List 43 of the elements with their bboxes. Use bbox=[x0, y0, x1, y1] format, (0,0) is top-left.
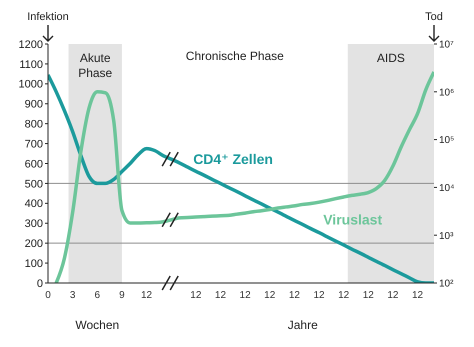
x-tick-label: 12 bbox=[412, 290, 424, 302]
y2-tick-label: 10³ bbox=[439, 230, 454, 242]
y-tick-label: 200 bbox=[24, 238, 43, 250]
y-tick-label: 1000 bbox=[18, 78, 43, 91]
y-tick-label: 400 bbox=[24, 198, 43, 210]
x-tick-label: 12 bbox=[362, 290, 374, 302]
text: Tod bbox=[425, 11, 443, 23]
text: Wochen bbox=[75, 318, 120, 332]
y2-tick-label: 10⁷ bbox=[439, 40, 454, 51]
y-tick-label: 1200 bbox=[18, 38, 43, 51]
x-tick-label: 12 bbox=[387, 290, 399, 302]
y-tick-label: 0 bbox=[36, 278, 43, 290]
x-tick-label: 12 bbox=[313, 290, 326, 302]
x-tick-label: 12 bbox=[190, 290, 202, 302]
y-tick-label: 900 bbox=[24, 98, 43, 111]
x-tick-label: 12 bbox=[264, 290, 276, 302]
x-tick-label: 6 bbox=[94, 290, 100, 302]
text: Jahre bbox=[288, 318, 318, 332]
x-tick-label: 12 bbox=[240, 290, 252, 302]
y2-tick-label: 10² bbox=[439, 278, 454, 290]
y-tick-label: 700 bbox=[24, 138, 43, 150]
annotation: AIDS bbox=[376, 51, 405, 65]
x-tick-label: 12 bbox=[214, 290, 226, 302]
y2-tick-label: 10⁵ bbox=[439, 135, 454, 146]
y2-tick-label: 10⁴ bbox=[439, 182, 454, 194]
annotation: Akute Phase bbox=[78, 51, 113, 80]
y-tick-label: 800 bbox=[24, 118, 43, 131]
annotation: Chronische Phase bbox=[186, 49, 284, 63]
y-tick-label: 100 bbox=[24, 258, 43, 270]
y-tick-label: 600 bbox=[24, 158, 43, 170]
x-tick-label: 0 bbox=[45, 290, 52, 302]
y-tick-label: 300 bbox=[24, 218, 43, 230]
text: Infektion bbox=[27, 11, 69, 23]
x-tick-label: 9 bbox=[119, 290, 126, 302]
x-tick-label: 3 bbox=[70, 290, 76, 302]
x-tick-label: 12 bbox=[338, 290, 350, 302]
y2-tick-label: 10⁶ bbox=[439, 87, 454, 98]
y-tick-label: 1100 bbox=[19, 58, 43, 71]
series-label: Viruslast bbox=[323, 212, 382, 228]
y-tick-label: 500 bbox=[24, 178, 43, 190]
series-label: CD4⁺ Zellen bbox=[193, 151, 273, 168]
x-tick-label: 12 bbox=[288, 290, 300, 302]
x-tick-label: 12 bbox=[140, 290, 153, 302]
